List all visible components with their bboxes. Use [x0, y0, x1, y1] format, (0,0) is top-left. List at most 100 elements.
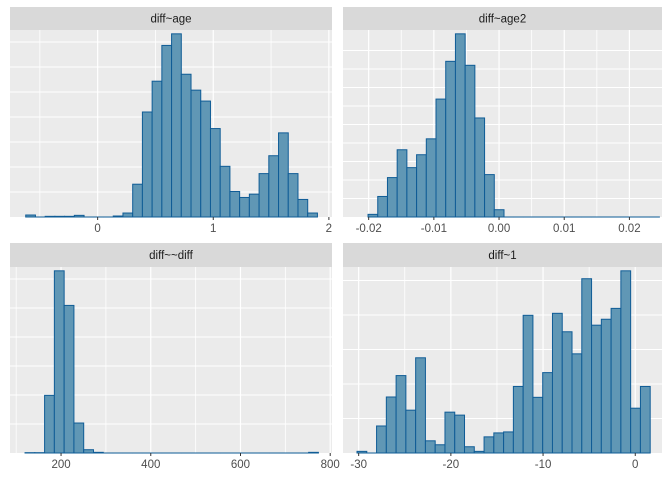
histogram-bar — [484, 174, 495, 218]
histogram-bar — [209, 128, 221, 218]
histogram-bar — [444, 411, 456, 454]
x-tick-label: 0 — [632, 459, 638, 471]
x-tick-label: 0 — [94, 223, 100, 235]
histogram-bar — [542, 372, 553, 454]
x-tick-label: -30 — [350, 459, 367, 471]
histogram-bar — [258, 173, 270, 218]
histogram-bar — [454, 33, 466, 218]
histogram-bar — [44, 394, 55, 454]
x-tick-label: 400 — [141, 459, 160, 471]
histogram-bar — [278, 132, 289, 218]
histogram-bar — [64, 215, 75, 218]
facet-strip — [10, 7, 332, 30]
histogram-bar — [92, 451, 104, 454]
histogram-bar — [396, 149, 408, 218]
histogram-bar — [377, 195, 388, 218]
histogram-bar — [424, 440, 436, 454]
histogram-bar — [620, 270, 632, 454]
histogram-bar — [435, 98, 447, 218]
x-tick-label: 0.02 — [618, 223, 640, 235]
histogram-bar — [561, 331, 573, 454]
histogram-bar — [297, 198, 309, 218]
histogram-bar — [356, 450, 368, 454]
x-tick-label: -0.02 — [356, 223, 382, 235]
histogram-bar — [112, 215, 124, 218]
facet-panel-1: diff~age2 -0.02 -0.01 0.00 0.01 0.02 — [343, 7, 662, 235]
facet-strip — [343, 7, 662, 30]
histogram-bar — [385, 396, 397, 454]
histogram-bar — [190, 89, 202, 218]
histogram-bar — [268, 155, 280, 218]
histogram-bar — [73, 422, 85, 454]
histogram-bar — [600, 318, 612, 454]
histogram-bar — [44, 215, 56, 218]
histogram-bar — [151, 80, 163, 218]
histogram-bar — [229, 190, 241, 218]
histogram-bar — [434, 444, 446, 454]
histogram-bar — [532, 396, 544, 454]
facet-strip-label: diff~age2 — [479, 14, 526, 26]
histogram-bar — [415, 357, 426, 454]
histogram-bar — [610, 307, 622, 454]
histogram-bar — [454, 414, 466, 454]
histogram-bar — [416, 154, 427, 218]
x-tick-label: 0.00 — [488, 223, 510, 235]
histogram-bar — [522, 314, 534, 454]
facet-panel-0: diff~age 0 1 2 — [10, 7, 332, 235]
histogram-bar — [219, 165, 231, 218]
histogram-bar — [464, 446, 475, 454]
histogram-bar — [287, 173, 299, 218]
histogram-bar — [464, 64, 476, 218]
histogram-bar — [474, 117, 486, 218]
histogram-bar — [307, 212, 318, 218]
histogram-bar — [503, 431, 514, 454]
facet-strip-label: diff~age — [150, 14, 191, 26]
histogram-bar — [493, 209, 505, 218]
x-tick-label: 600 — [231, 459, 250, 471]
histogram-bar — [161, 44, 173, 218]
histogram-bar — [132, 183, 143, 218]
histogram-bar — [308, 451, 319, 454]
histogram-bar — [406, 167, 418, 218]
histogram-bar — [83, 449, 94, 454]
histogram-bar — [445, 60, 456, 218]
x-tick-label: -0.01 — [421, 223, 447, 235]
histogram-bar — [591, 324, 602, 454]
histogram-bar — [54, 215, 66, 218]
x-tick-label: -20 — [443, 459, 460, 471]
facet-panel-3: diff~1 -30 -20 -10 0 — [343, 243, 662, 471]
histogram-bar — [571, 353, 583, 454]
histogram-bar — [141, 111, 153, 218]
histogram-bar — [122, 212, 134, 218]
histogram-bar — [239, 196, 250, 218]
x-tick-label: 2 — [326, 223, 332, 235]
histogram-bar — [53, 270, 65, 454]
histogram-bar — [405, 409, 417, 454]
histogram-bar — [581, 278, 593, 454]
facet-strip-label: diff~~diff — [149, 250, 194, 262]
histogram-bar — [551, 312, 563, 454]
histogram-bar — [512, 385, 524, 454]
histogram-bar — [425, 138, 437, 218]
histogram-bar — [25, 214, 36, 218]
histogram-bar — [171, 33, 182, 218]
histogram-bar — [493, 432, 505, 454]
facet-strip — [10, 243, 332, 267]
histogram-bar — [200, 100, 211, 218]
histogram-bar — [639, 385, 651, 454]
histogram-bar — [630, 407, 641, 454]
histogram-bar — [63, 304, 75, 454]
facet-strip — [343, 243, 662, 267]
x-tick-label: -10 — [535, 459, 552, 471]
histogram-bar — [180, 73, 192, 218]
x-tick-label: 800 — [321, 459, 340, 471]
histogram-bar — [376, 425, 387, 454]
histogram-bar — [248, 193, 260, 218]
facet-panel-2: diff~~diff 200 400 600 800 — [10, 243, 340, 471]
histogram-bar — [473, 450, 485, 454]
histogram-bar — [395, 375, 407, 454]
histogram-bar — [483, 436, 495, 454]
histogram-bar — [367, 213, 379, 218]
x-tick-label: 200 — [51, 459, 70, 471]
